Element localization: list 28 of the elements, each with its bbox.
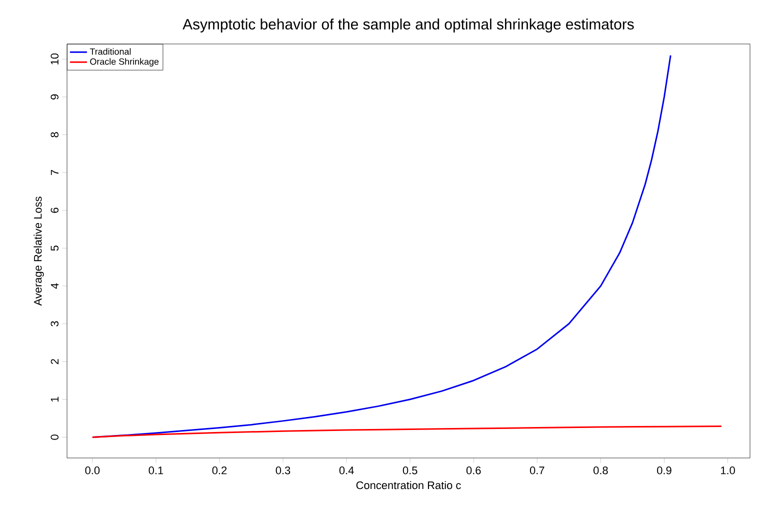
x-tick-label: 0.7 <box>530 466 544 474</box>
x-axis-title: Concentration Ratio c <box>356 481 461 490</box>
chart-title: Asymptotic behavior of the sample and optimal shrinkage estimators <box>182 18 634 32</box>
x-tick-label: 0.4 <box>339 466 354 474</box>
y-axis-title: Average Relative Loss <box>34 196 44 306</box>
x-tick-label: 0.1 <box>148 466 164 474</box>
x-tick-label: 0.8 <box>594 466 608 474</box>
y-tick-label: 7 <box>50 170 58 176</box>
y-tick-label: 10 <box>50 53 58 64</box>
y-tick-label: 0 <box>50 434 58 440</box>
x-tick-label: 0.6 <box>466 466 481 474</box>
x-tick-label: 0.3 <box>276 466 290 474</box>
x-tick-label: 1.0 <box>720 466 735 474</box>
y-tick-label: 1 <box>50 396 58 402</box>
y-tick-label: 8 <box>50 132 58 138</box>
y-tick-label: 2 <box>50 359 58 364</box>
x-tick-label: 0.5 <box>402 466 418 474</box>
line-series <box>92 425 722 438</box>
y-tick-label: 4 <box>50 283 58 289</box>
legend-label: Traditional <box>90 48 131 55</box>
y-tick-label: 6 <box>50 208 58 213</box>
y-tick-label: 3 <box>50 321 58 326</box>
y-tick-label: 9 <box>50 94 58 100</box>
legend-label: Oracle Shrinkage <box>90 58 159 67</box>
x-tick-label: 0.2 <box>212 466 227 474</box>
x-tick-label: 0.9 <box>657 466 672 474</box>
y-tick-label: 5 <box>50 246 58 251</box>
x-tick-label: 0.0 <box>85 466 100 474</box>
